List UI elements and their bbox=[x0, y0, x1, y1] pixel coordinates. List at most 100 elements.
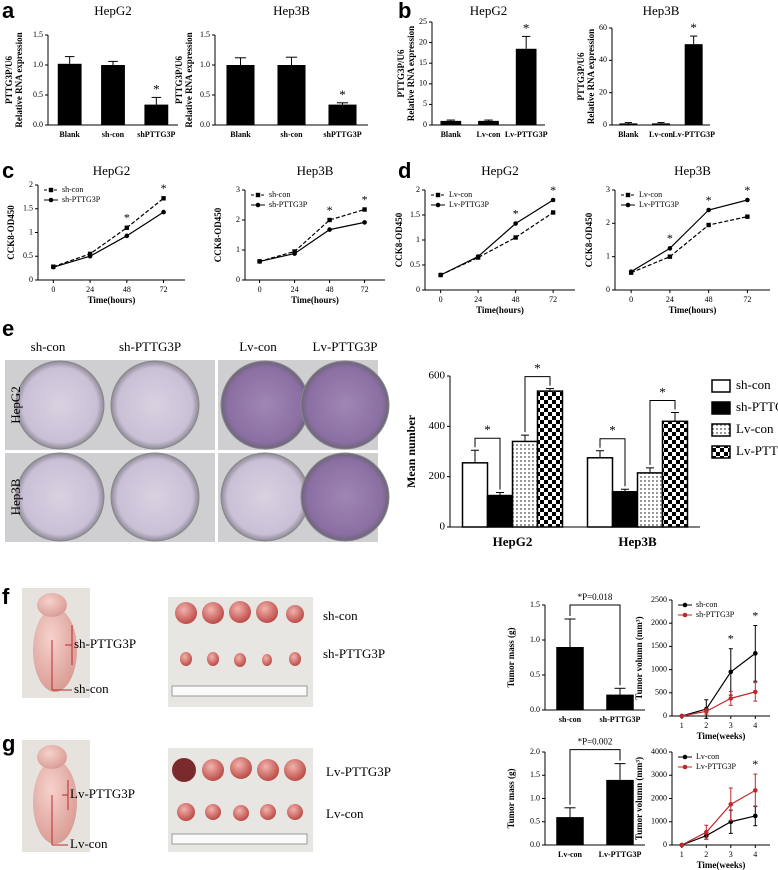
y-tick-label: 1 bbox=[29, 227, 33, 236]
annotation: * bbox=[484, 422, 491, 437]
y-tick-label: 1.0 bbox=[33, 60, 43, 69]
annotation: * bbox=[609, 423, 616, 438]
annotation: * bbox=[752, 757, 758, 771]
y-tick-label: 0 bbox=[29, 275, 33, 284]
chart-title: Hep3B bbox=[273, 3, 310, 18]
x-tick-label: 48 bbox=[326, 285, 334, 294]
y-tick-label: 2500 bbox=[651, 595, 667, 604]
legend-label: Lv-PTTG3P bbox=[696, 762, 737, 771]
x-axis-label: Time(hours) bbox=[669, 305, 717, 315]
marker bbox=[161, 196, 166, 201]
marker bbox=[682, 754, 688, 760]
chart-title: HepG2 bbox=[93, 163, 131, 178]
x-tick-label: 1 bbox=[680, 721, 684, 730]
x-tick-label: 3 bbox=[729, 721, 733, 730]
chart-title: HepG2 bbox=[481, 163, 519, 178]
y-tick-label: 1.5 bbox=[200, 30, 210, 39]
y-tick-label: 3 bbox=[236, 185, 240, 194]
y-axis-label: Relative RNA expression bbox=[184, 32, 194, 127]
tumor-row-label: Lv-con bbox=[326, 806, 364, 821]
x-tick-label: 48 bbox=[123, 285, 131, 294]
chart-title: HepG2 bbox=[94, 3, 132, 18]
annotation: * bbox=[153, 81, 160, 96]
mouse-label: Lv-PTTG3P bbox=[70, 786, 135, 801]
significance-bracket bbox=[649, 399, 676, 465]
legend-label: Lv-PTTG3P bbox=[449, 200, 490, 209]
y-tick-label: 1000 bbox=[651, 664, 667, 673]
marker bbox=[682, 602, 688, 608]
y-tick-label: 2.0 bbox=[530, 747, 540, 756]
mouse-photo bbox=[22, 740, 90, 852]
annotation: * bbox=[659, 384, 666, 399]
x-tick-label: Lv-con bbox=[558, 850, 583, 859]
bar bbox=[440, 120, 462, 125]
series-line bbox=[259, 208, 365, 262]
marker bbox=[679, 713, 685, 719]
annotation: * bbox=[534, 361, 541, 376]
marker bbox=[706, 222, 711, 228]
y-tick-label: 1.5 bbox=[23, 204, 33, 213]
legend-label: Lv-PTTG3P bbox=[736, 443, 778, 458]
x-tick-label: 48 bbox=[512, 295, 520, 304]
x-axis-label: Time(hours) bbox=[291, 295, 339, 305]
x-tick-label: 0 bbox=[629, 295, 633, 304]
y-axis-label: Mean number bbox=[404, 414, 418, 488]
bar bbox=[478, 120, 499, 125]
marker bbox=[48, 187, 54, 193]
row-label: HepG2 bbox=[8, 386, 23, 424]
panel-letter: d bbox=[398, 158, 411, 183]
bar bbox=[611, 491, 639, 528]
x-tick-label: sh-con bbox=[280, 130, 303, 139]
y-tick-label: 0 bbox=[663, 840, 667, 849]
annotation: * bbox=[728, 631, 734, 645]
annotation: * bbox=[362, 192, 368, 206]
y-axis-label: PTTG3P/U6 bbox=[174, 56, 184, 105]
series-line bbox=[681, 789, 756, 846]
legend-swatch bbox=[711, 423, 731, 437]
y-tick-label: 0.0 bbox=[530, 840, 540, 849]
x-tick-label: 72 bbox=[549, 295, 557, 304]
marker bbox=[255, 192, 261, 198]
bar bbox=[101, 65, 125, 125]
y-axis-label: Tumor volumn (mm³) bbox=[634, 757, 644, 840]
tumor-row-label: sh-PTTG3P bbox=[323, 646, 385, 661]
bar bbox=[57, 63, 82, 125]
marker bbox=[625, 192, 631, 198]
marker bbox=[475, 254, 481, 259]
x-axis-label: Time(weeks) bbox=[697, 731, 746, 741]
panel-letter: e bbox=[2, 316, 14, 341]
marker bbox=[667, 246, 673, 251]
y-tick-label: 0.5 bbox=[23, 251, 33, 260]
x-tick-label: sh-PTTG3P bbox=[600, 715, 641, 724]
y-axis-label: Relative RNA expression bbox=[406, 26, 416, 121]
x-tick-label: 72 bbox=[361, 285, 369, 294]
marker bbox=[327, 217, 332, 223]
marker bbox=[745, 197, 750, 203]
marker bbox=[728, 696, 734, 701]
chart-title: HepG2 bbox=[470, 3, 508, 18]
bar bbox=[652, 123, 670, 125]
y-axis-label: Tumor mass (g) bbox=[506, 768, 516, 828]
x-tick-label: shPTTG3P bbox=[323, 130, 361, 139]
y-tick-label: 0.5 bbox=[530, 670, 540, 679]
annotation: * bbox=[161, 181, 167, 195]
y-axis-label: CCK8-OD450 bbox=[213, 207, 223, 262]
series-line bbox=[53, 197, 164, 268]
x-tick-label: 48 bbox=[705, 295, 713, 304]
y-axis-label: Relative RNA expression bbox=[14, 32, 24, 127]
y-tick-label: 2000 bbox=[651, 618, 667, 627]
annotation: * bbox=[327, 203, 333, 217]
mouse-photo bbox=[22, 588, 90, 698]
bar bbox=[606, 779, 634, 845]
panel-letter: f bbox=[2, 584, 10, 609]
x-tick-label: shPTTG3P bbox=[137, 130, 175, 139]
legend-label: Lv-con bbox=[736, 421, 774, 436]
marker bbox=[704, 829, 709, 835]
x-axis-label: Time(hours) bbox=[476, 305, 524, 315]
marker bbox=[124, 225, 130, 230]
y-tick-label: 0.0 bbox=[33, 120, 43, 129]
mouse-label: Lv-con bbox=[70, 836, 108, 851]
bar bbox=[586, 457, 614, 528]
bar bbox=[515, 48, 537, 125]
panel-letter: b bbox=[398, 0, 411, 23]
